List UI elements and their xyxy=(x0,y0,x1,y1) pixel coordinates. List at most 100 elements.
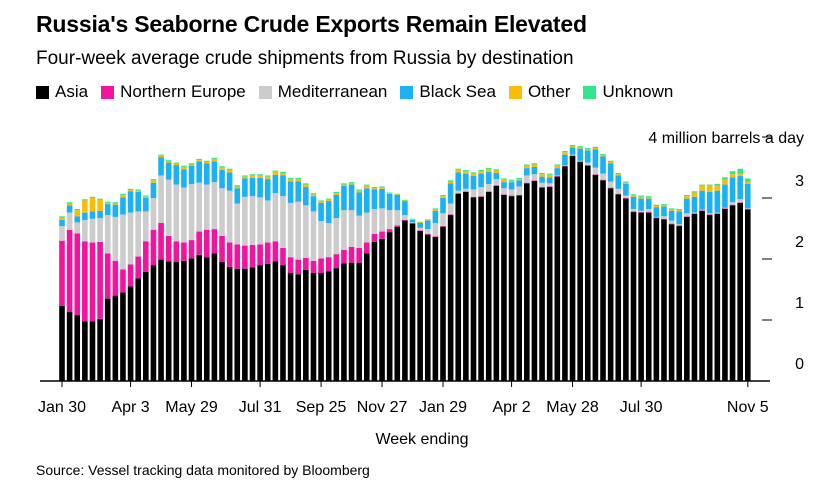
bar-segment-northern-europe xyxy=(661,218,667,220)
bar-segment-unknown xyxy=(234,185,241,187)
bar-segment-other xyxy=(600,155,606,157)
bar-segment-mediterranean xyxy=(295,201,302,260)
bar-segment-unknown xyxy=(135,189,141,191)
bar-segment-black-sea xyxy=(112,204,119,217)
bar-segment-black-sea xyxy=(402,201,408,216)
bar-segment-other xyxy=(356,190,362,193)
bar-segment-asia xyxy=(150,265,157,381)
bar-segment-northern-europe xyxy=(630,211,637,213)
bar-segment-northern-europe xyxy=(257,244,263,266)
bar-segment-black-sea xyxy=(539,176,545,183)
bar-segment-northern-europe xyxy=(470,196,477,198)
legend-item-northern-europe: Northern Europe xyxy=(101,82,246,102)
bar-segment-northern-europe xyxy=(341,249,347,264)
bar-segment-mediterranean xyxy=(104,215,111,254)
bar-segment-northern-europe xyxy=(539,187,545,188)
bar-segment-mediterranean xyxy=(150,198,157,230)
y-axis-unit-label: 4 million barrels a day xyxy=(648,130,804,147)
bar-segment-mediterranean xyxy=(120,214,126,270)
bar-segment-northern-europe xyxy=(653,217,660,219)
bar-segment-asia xyxy=(584,165,591,381)
bar-segment-black-sea xyxy=(264,179,271,201)
bar-segment-northern-europe xyxy=(333,254,340,269)
bar-segment-northern-europe xyxy=(531,180,538,181)
bar-segment-northern-europe xyxy=(379,231,385,239)
bar-segment-mediterranean xyxy=(242,196,248,246)
bar-segment-other xyxy=(348,183,355,185)
bar-segment-black-sea xyxy=(676,211,683,225)
y-tick-label: 3 xyxy=(795,173,804,190)
bar-segment-northern-europe xyxy=(463,191,469,192)
bar-segment-northern-europe xyxy=(211,229,218,254)
bar-segment-unknown xyxy=(508,179,515,181)
bar-segment-asia xyxy=(676,226,683,381)
bar-segment-asia xyxy=(318,273,324,381)
bar-segment-other xyxy=(440,196,446,198)
bar-segment-black-sea xyxy=(104,204,111,216)
bar-segment-mediterranean xyxy=(417,227,423,231)
bar-segment-unknown xyxy=(615,172,622,175)
bar-segment-asia xyxy=(478,196,484,381)
bar-segment-mediterranean xyxy=(684,213,690,217)
bar-segment-other xyxy=(226,169,233,173)
bar-segment-unknown xyxy=(173,162,180,164)
bar-segment-unknown xyxy=(424,219,431,220)
bar-segment-unknown xyxy=(310,193,317,195)
bar-segment-northern-europe xyxy=(287,257,294,274)
stacked-bar-chart: Jan 30 Apr 3 May 29 Jul 31 Sep 25 Nov 27 Jan 2… xyxy=(38,130,804,448)
bar-segment-black-sea xyxy=(364,188,370,213)
bar-segment-other xyxy=(219,167,225,170)
bar-segment-northern-europe xyxy=(143,241,149,272)
bar-segment-unknown xyxy=(592,146,599,148)
bar-segment-other xyxy=(211,158,218,162)
legend-swatch-mediterranean xyxy=(258,85,272,99)
bar-segment-northern-europe xyxy=(478,196,484,197)
bar-segment-other xyxy=(394,194,401,195)
bar-segment-northern-europe xyxy=(493,185,500,186)
bar-segment-other xyxy=(645,197,652,199)
bar-segment-asia xyxy=(234,268,241,381)
bar-segment-asia xyxy=(668,224,675,381)
bar-segment-mediterranean xyxy=(188,183,195,241)
bar-segment-mediterranean xyxy=(455,190,462,194)
bar-segment-unknown xyxy=(242,175,248,177)
bar-segment-asia xyxy=(729,205,736,381)
bar-segment-unknown xyxy=(181,165,187,167)
x-tick-label: Jan 29 xyxy=(419,399,467,416)
bar-segment-black-sea xyxy=(66,205,73,213)
bar-segment-mediterranean xyxy=(607,181,614,188)
x-tick-label: Jan 30 xyxy=(38,399,86,416)
bar-segment-unknown xyxy=(569,144,576,147)
bar-segment-black-sea xyxy=(722,184,728,208)
bar-segment-northern-europe xyxy=(325,257,332,272)
bar-segment-mediterranean xyxy=(165,179,172,236)
bar-segment-asia xyxy=(470,197,477,381)
bar-segment-black-sea xyxy=(691,196,698,213)
bar-segment-black-sea xyxy=(379,188,385,209)
bar-segment-other xyxy=(364,185,370,189)
bar-segment-black-sea xyxy=(417,223,423,228)
bar-segment-unknown xyxy=(264,175,271,177)
bar-segment-unknown xyxy=(386,192,393,194)
bar-segment-black-sea xyxy=(310,196,317,212)
bar-segment-northern-europe xyxy=(112,260,119,296)
bar-segment-northern-europe xyxy=(371,233,378,242)
bar-segment-unknown xyxy=(341,183,347,185)
bar-segment-unknown xyxy=(82,199,88,201)
bar-segment-black-sea xyxy=(371,189,378,209)
bar-segment-black-sea xyxy=(729,177,736,203)
bar-segment-black-sea xyxy=(447,183,454,204)
bar-segment-asia xyxy=(59,305,65,381)
bar-segment-asia xyxy=(463,191,469,381)
bar-segment-northern-europe xyxy=(249,244,256,268)
bar-segment-black-sea xyxy=(82,212,88,220)
bar-segment-mediterranean xyxy=(196,182,202,232)
bar-segment-asia xyxy=(493,185,500,381)
bar-segment-other xyxy=(516,179,522,181)
bar-segment-asia xyxy=(714,213,721,381)
x-tick-label: Sep 25 xyxy=(296,399,347,416)
bar-segment-mediterranean xyxy=(211,182,218,230)
bar-segment-other xyxy=(447,181,454,184)
bar-segment-mediterranean xyxy=(127,212,134,265)
bar-segment-black-sea xyxy=(745,183,751,209)
